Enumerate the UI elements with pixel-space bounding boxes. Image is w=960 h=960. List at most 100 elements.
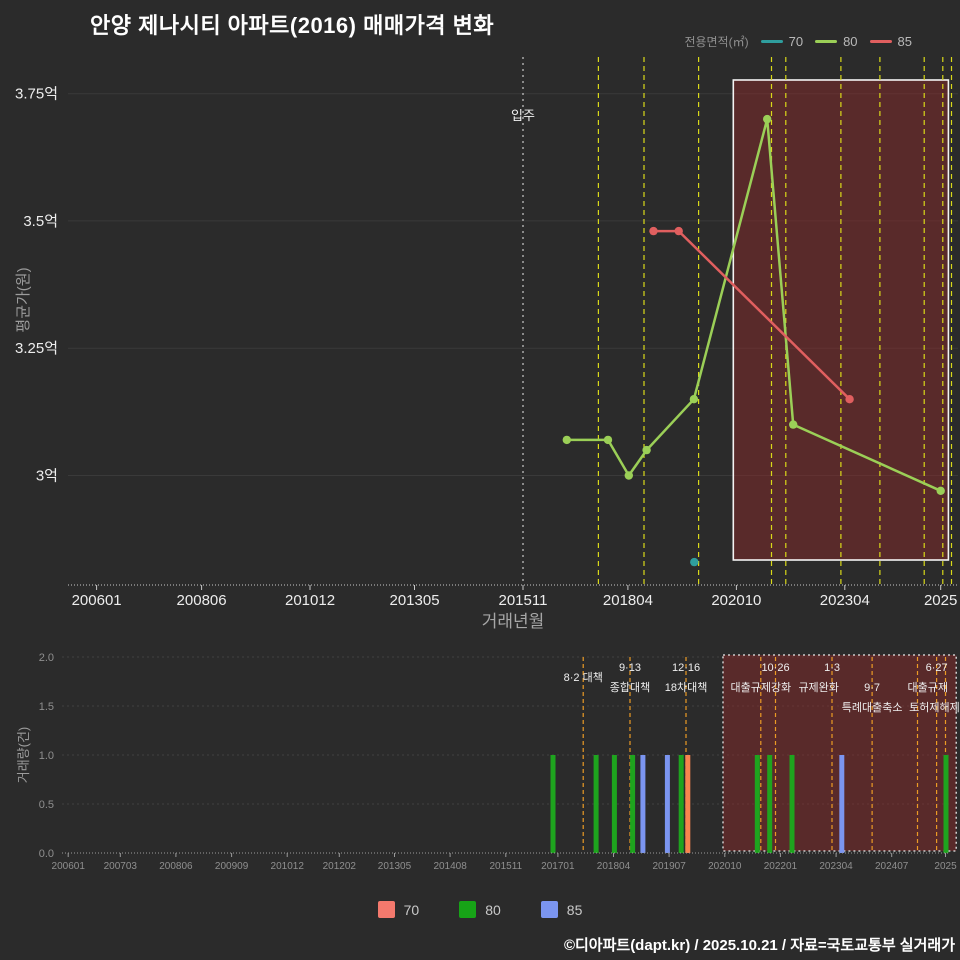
volume-y-tick-label: 1.5: [39, 701, 54, 713]
price-x-tick-label: 202304: [820, 592, 870, 609]
legend-item-80[interactable]: 80: [815, 34, 858, 49]
square-swatch-85-icon: [540, 901, 558, 918]
legend-bottom-item-85[interactable]: 85: [540, 901, 582, 918]
price-y-axis-title: 평균가(원): [15, 267, 32, 332]
volume-x-tick-label: 201305: [378, 861, 412, 872]
price-x-tick-label: 201012: [285, 592, 335, 609]
price-y-tick-label: 3.5억: [23, 213, 58, 230]
policy-annotation: 토허제해제: [909, 700, 960, 714]
volume-bar-85[interactable]: [839, 755, 845, 853]
price-point-80[interactable]: [603, 435, 613, 445]
volume-bar-80[interactable]: [943, 755, 949, 853]
volume-x-tick-label: 200806: [159, 861, 193, 872]
price-y-tick-label: 3.25억: [15, 340, 58, 357]
policy-annotation: 대출규제강화: [730, 681, 791, 694]
volume-x-tick-label: 2025: [934, 861, 957, 872]
price-point-80[interactable]: [936, 486, 945, 495]
volume-x-tick-label: 200703: [104, 861, 138, 872]
price-point-80[interactable]: [763, 114, 772, 124]
volume-x-tick-label: 201202: [323, 861, 357, 872]
price-point-85[interactable]: [649, 226, 658, 236]
policy-annotation: 종합대책: [610, 681, 650, 694]
volume-x-tick-label: 201012: [271, 861, 305, 872]
line-swatch-70-icon: [760, 40, 783, 43]
volume-x-tick-label: 201804: [597, 861, 631, 872]
policy-annotation: 8·2 대책: [564, 671, 603, 684]
price-x-tick-label: 202010: [711, 592, 761, 609]
price-line-80[interactable]: [566, 117, 942, 492]
price-x-tick-label: 201305: [390, 592, 440, 609]
volume-x-tick-label: 202010: [708, 861, 742, 872]
legend-label-85: 85: [897, 34, 912, 49]
legend-top: 전용면적(㎡) 70 80 85: [684, 33, 912, 50]
price-y-tick-label: 3.75억: [15, 86, 58, 103]
policy-annotation: 10·26: [761, 662, 789, 674]
x-axis-title: 거래년월: [481, 612, 545, 631]
volume-x-tick-label: 201907: [652, 861, 686, 872]
volume-x-tick-label: 200601: [52, 861, 86, 872]
volume-x-tick-label: 201701: [541, 861, 575, 872]
policy-annotation: 18차대책: [665, 681, 708, 694]
legend-bottom-item-70[interactable]: 70: [377, 901, 420, 918]
price-point-85[interactable]: [674, 226, 683, 236]
volume-x-tick-label: 201408: [433, 861, 467, 872]
policy-annotation: 6·27: [926, 662, 948, 674]
policy-annotation: 특례대출축소: [842, 701, 903, 714]
move-in-label: 입주: [511, 108, 535, 123]
price-x-tick-label: 201511: [498, 592, 547, 609]
volume-bar-85[interactable]: [640, 755, 646, 853]
price-x-tick-label: 201804: [603, 592, 653, 609]
volume-x-tick-label: 201511: [489, 861, 522, 872]
legend-bottom: 70 80 85: [0, 901, 960, 918]
legend-bottom-label-70: 70: [403, 901, 420, 918]
policy-annotation: 1·3: [824, 662, 840, 674]
volume-bar-80[interactable]: [611, 755, 617, 853]
volume-bar-80[interactable]: [678, 755, 684, 853]
price-point-85[interactable]: [845, 395, 854, 404]
legend-bottom-label-80: 80: [485, 901, 501, 918]
price-x-tick-label: 2025: [924, 592, 957, 609]
legend-top-title: 전용면적(㎡): [684, 35, 749, 49]
price-point-70[interactable]: [690, 557, 699, 567]
policy-annotation: 규제완화: [798, 681, 838, 694]
volume-y-tick-label: 0.0: [39, 848, 54, 860]
policy-annotation: 대출규제: [908, 681, 948, 694]
legend-bottom-item-80[interactable]: 80: [459, 901, 501, 918]
volume-bar-80[interactable]: [789, 755, 795, 853]
price-point-80[interactable]: [642, 445, 651, 455]
page-title: 안양 제나시티 아파트(2016) 매매가격 변화: [90, 13, 495, 38]
legend-label-70: 70: [788, 34, 804, 49]
price-y-tick-label: 3억: [36, 468, 58, 485]
volume-bar-80[interactable]: [754, 755, 760, 853]
volume-x-tick-label: 202407: [875, 861, 909, 872]
volume-bar-80[interactable]: [593, 755, 599, 853]
square-swatch-80-icon: [459, 901, 477, 918]
price-x-tick-label: 200601: [72, 592, 122, 609]
volume-bar-85[interactable]: [664, 755, 670, 853]
price-point-80[interactable]: [689, 395, 699, 404]
legend-item-70[interactable]: 70: [760, 34, 804, 49]
volume-y-tick-label: 2.0: [39, 652, 54, 664]
volume-y-tick-label: 0.5: [39, 799, 54, 811]
price-point-80[interactable]: [789, 420, 798, 429]
volume-bar-80[interactable]: [767, 755, 773, 853]
square-swatch-70-icon: [377, 901, 395, 918]
volume-y-axis-title: 거래량(건): [16, 727, 31, 784]
volume-bar-80[interactable]: [630, 755, 636, 853]
volume-x-tick-label: 200909: [215, 861, 249, 872]
price-point-80[interactable]: [624, 471, 633, 480]
legend-label-80: 80: [843, 34, 858, 49]
volume-bar-70[interactable]: [685, 755, 691, 853]
volume-x-tick-label: 202304: [819, 861, 853, 872]
policy-annotation: 9·7: [864, 682, 880, 694]
price-x-tick-label: 200806: [177, 592, 227, 609]
volume-x-tick-label: 202201: [764, 861, 798, 872]
price-point-80[interactable]: [562, 435, 571, 445]
volume-bar-80[interactable]: [550, 755, 556, 853]
policy-annotation: 9·13: [619, 662, 641, 674]
line-swatch-80-icon: [815, 40, 838, 43]
footer-credit: ©디아파트(dapt.kr) / 2025.10.21 / 자료=국토교통부 실…: [563, 937, 955, 954]
legend-item-85[interactable]: 85: [869, 34, 912, 49]
